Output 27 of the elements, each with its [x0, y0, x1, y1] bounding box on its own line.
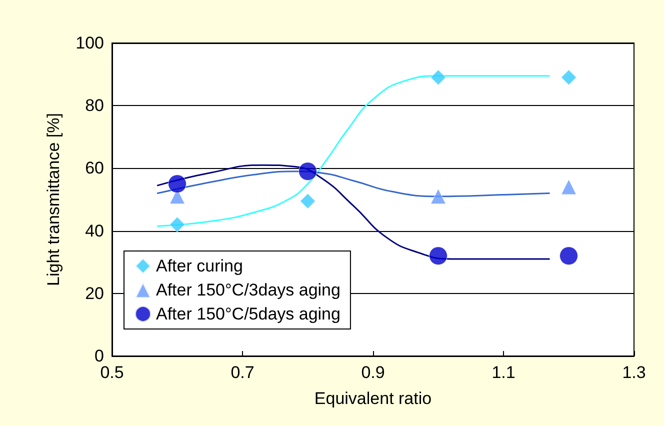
x-tick-label: 0.5: [100, 363, 124, 382]
point: [430, 70, 446, 86]
y-tick-label: 100: [76, 34, 104, 52]
y-tick-label: 0: [94, 346, 104, 366]
point: [561, 179, 576, 195]
point: [170, 216, 185, 232]
point: [430, 188, 446, 204]
x-tick-label: 0.7: [230, 363, 254, 382]
point: [298, 162, 317, 181]
line-series: [156, 164, 550, 260]
point: [429, 246, 448, 266]
y-tick-label: 80: [85, 96, 104, 116]
legend-label: After curing: [156, 256, 243, 276]
point: [168, 174, 186, 194]
y-tick-label: 40: [85, 221, 104, 240]
y-axis-title: Light transmittance [%]: [44, 113, 63, 286]
legend-label: After 150°C/5days aging: [156, 304, 340, 324]
point: [561, 70, 576, 86]
x-tick-label: 1.3: [622, 363, 646, 382]
point: [300, 193, 316, 209]
y-tick-label: 20: [85, 284, 104, 303]
y-tick-label: 60: [85, 158, 104, 178]
point: [560, 246, 578, 266]
x-axis-title: Equivalent ratio: [314, 389, 432, 408]
legend-label: After 150°C/3days aging: [156, 280, 340, 300]
x-tick-label: 1.1: [492, 363, 516, 382]
x-tick-label: 0.9: [361, 363, 385, 382]
